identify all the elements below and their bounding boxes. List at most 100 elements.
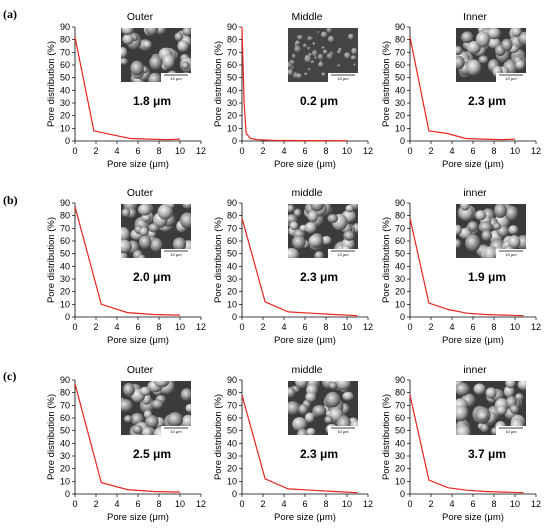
particle — [182, 28, 191, 37]
particle — [307, 46, 311, 51]
particle — [121, 208, 131, 218]
y-tick-label: 10 — [227, 123, 237, 133]
particle — [177, 40, 189, 53]
particle — [179, 212, 191, 229]
panel-title: Outer — [127, 364, 154, 376]
x-tick-label: 8 — [156, 322, 161, 332]
y-tick-label: 50 — [227, 249, 237, 259]
particle — [139, 386, 151, 396]
particle — [295, 381, 308, 389]
y-tick-label: 70 — [395, 223, 405, 233]
panel-title: inner — [463, 187, 487, 199]
x-tick-label: 2 — [93, 322, 98, 332]
x-axis-title: Pore size (μm) — [107, 159, 169, 170]
particle — [494, 204, 507, 219]
y-tick-label: 10 — [60, 299, 70, 309]
particle — [310, 60, 315, 64]
particle — [304, 54, 312, 63]
x-tick-label: 4 — [114, 322, 119, 332]
particle — [337, 50, 341, 54]
y-tick-label: 30 — [227, 274, 237, 284]
particle — [180, 61, 190, 70]
y-axis-title: Pore distribution (%) — [381, 394, 392, 480]
y-tick-label: 80 — [60, 388, 70, 398]
particle — [456, 224, 462, 236]
y-tick-label: 20 — [60, 111, 70, 121]
y-axis-title: Pore distribution (%) — [213, 217, 224, 303]
particle — [181, 414, 191, 429]
particle — [288, 401, 301, 416]
x-axis-title: Pore size (μm) — [274, 159, 336, 170]
scale-bar-label: 10 μm — [170, 76, 182, 81]
y-tick-label: 10 — [227, 299, 237, 309]
y-tick-label: 70 — [227, 400, 237, 410]
scale-bar-box — [328, 249, 358, 258]
x-tick-label: 0 — [72, 499, 77, 509]
panel-title: inner — [463, 364, 487, 376]
y-tick-label: 50 — [395, 426, 405, 436]
particle — [288, 69, 294, 76]
chart-panel: 0 10 20 30 40 50 60 70 80 90 0 2 4 6 8 10 12 Pore size (μ… — [46, 364, 206, 523]
scale-bar-box — [161, 426, 191, 435]
particle — [294, 71, 297, 74]
y-tick-label: 90 — [60, 375, 70, 385]
x-tick-label: 12 — [531, 146, 541, 156]
x-tick-label: 6 — [470, 322, 475, 332]
y-tick-label: 10 — [60, 123, 70, 133]
particle — [508, 235, 521, 249]
particle — [317, 53, 324, 61]
particle — [320, 31, 328, 38]
particle — [307, 210, 319, 223]
data-series-line — [74, 383, 181, 493]
particle — [473, 383, 486, 395]
x-tick-label: 8 — [491, 322, 496, 332]
y-tick-label: 60 — [395, 413, 405, 423]
particle — [517, 381, 526, 391]
y-axis-title: Pore distribution (%) — [46, 41, 57, 127]
x-axis-title: Pore size (μm) — [107, 335, 169, 346]
x-tick-label: 12 — [196, 146, 206, 156]
particle — [503, 385, 515, 398]
particle — [475, 31, 490, 48]
scale-bar-label: 10 μm — [170, 429, 182, 434]
y-axis-title: Pore distribution (%) — [46, 394, 57, 480]
data-series-line — [74, 206, 181, 316]
particle — [138, 234, 152, 250]
y-axis-title: Pore distribution (%) — [46, 217, 57, 303]
x-tick-label: 2 — [260, 146, 265, 156]
chart-panel: 0 10 20 30 40 50 60 70 80 90 0 2 4 6 8 10 12 Pore size (μ… — [46, 11, 206, 170]
x-tick-label: 2 — [260, 499, 265, 509]
particle — [162, 54, 175, 69]
particle — [132, 424, 143, 434]
x-tick-label: 6 — [135, 322, 140, 332]
y-tick-label: 90 — [395, 198, 405, 208]
y-tick-label: 50 — [227, 73, 237, 83]
y-tick-label: 10 — [395, 476, 405, 486]
particle — [314, 56, 317, 60]
particle — [150, 237, 163, 252]
y-tick-label: 80 — [60, 211, 70, 221]
scale-bar-box — [496, 249, 526, 258]
particle — [306, 427, 316, 435]
particle — [149, 55, 163, 71]
x-tick-label: 4 — [281, 322, 286, 332]
particle — [121, 239, 132, 254]
particle — [515, 59, 526, 70]
particle — [353, 63, 356, 66]
x-tick-label: 10 — [175, 322, 185, 332]
particle — [321, 72, 326, 77]
y-tick-label: 80 — [395, 35, 405, 45]
mean-pore-size-label: 2.5 μm — [133, 447, 171, 461]
scale-bar-box — [496, 426, 526, 435]
chart-panel: 0 10 20 30 40 50 60 70 80 90 0 2 4 6 8 10 12 Pore size (μ… — [381, 11, 541, 170]
y-tick-label: 50 — [60, 249, 70, 259]
particle — [145, 415, 159, 429]
particle — [121, 46, 128, 58]
particle — [291, 53, 296, 59]
particle — [344, 52, 351, 59]
x-tick-label: 0 — [239, 499, 244, 509]
particle — [342, 391, 354, 401]
particle — [460, 204, 470, 211]
particle — [180, 388, 191, 401]
y-axis-title: Pore distribution (%) — [213, 41, 224, 127]
